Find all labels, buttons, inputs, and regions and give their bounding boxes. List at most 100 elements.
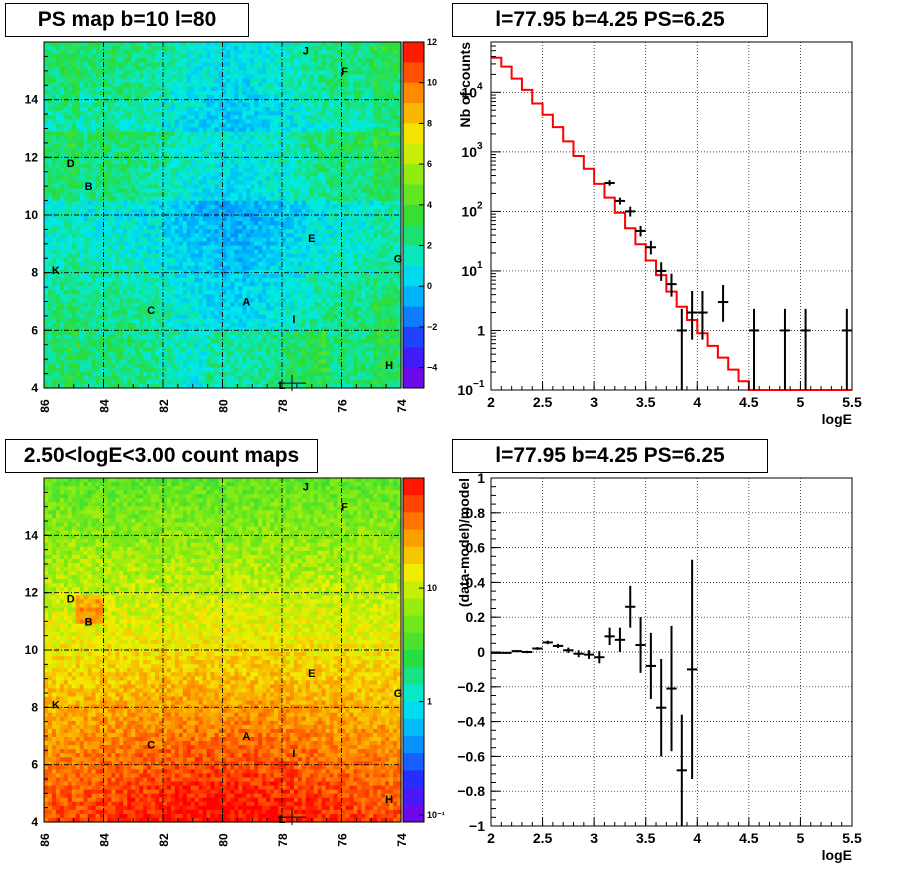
ps-map-source-label: E — [308, 233, 315, 245]
count-map-source-label: E — [308, 668, 315, 680]
ps-map-x-tick-label: 82 — [157, 399, 171, 413]
count-map-colorbar-cell — [403, 701, 424, 720]
count-map-x-tick-label: 78 — [276, 833, 290, 847]
ps-map-source-label: A — [242, 297, 250, 309]
count-map-y-tick-label: 12 — [25, 586, 39, 600]
ps-map-colorbar-label: 0 — [427, 281, 432, 291]
ps-map-y-tick-label: 14 — [25, 93, 39, 107]
ps-map-source-label: H — [385, 360, 393, 372]
spectrum-x-tick-label: 3 — [590, 394, 598, 410]
count-map-colorbar-cell — [403, 804, 424, 823]
count-map-source-label: C — [147, 740, 155, 752]
residual-x-tick-label: 3 — [590, 830, 598, 846]
count-map-colorbar-cell — [403, 736, 424, 754]
count-map-source-label: H — [385, 794, 393, 806]
count-map-colorbar-frame — [402, 477, 425, 823]
ps-map-colorbar-cell — [403, 347, 424, 369]
spectrum-x-tick-label: 4 — [693, 394, 701, 410]
count-map-y-tick-label: 10 — [25, 643, 39, 657]
count-map-x-tick-label: 80 — [217, 833, 231, 847]
count-map-x-tick-label: 74 — [395, 833, 409, 847]
spectrum-y-tick-label: 10 — [461, 144, 477, 160]
spectrum-frame — [490, 41, 853, 391]
count-map-x-tick-label: 76 — [336, 833, 350, 847]
spectrum-y-axis-label: Nb of counts — [457, 42, 473, 128]
ps-map-x-tick-label: 86 — [38, 399, 52, 413]
residual-y-tick-label: −0.6 — [457, 748, 485, 764]
residual-x-axis-label: logE — [822, 847, 852, 863]
spectrum-model-line — [491, 56, 852, 391]
count-map-x-tick-label: 82 — [157, 833, 171, 847]
count-map-colorbar-cell — [403, 529, 424, 548]
ps-map-colorbar-label: 2 — [427, 241, 432, 251]
residual-y-tick-label: 0.4 — [466, 574, 486, 590]
count-map-y-tick-label: 4 — [31, 815, 38, 829]
ps-map-colorbar-label: 6 — [427, 159, 432, 169]
count-map-source-label: I — [292, 748, 295, 760]
ps-map-colorbar-cell — [403, 204, 424, 226]
spectrum-y-tick-exponent: 4 — [477, 81, 483, 92]
residual-y-tick-label: −0.2 — [457, 679, 485, 695]
count-map-colorbar-cell — [403, 667, 424, 685]
residual-x-tick-label: 2 — [487, 830, 495, 846]
residual-x-tick-label: 2.5 — [533, 830, 553, 846]
count-map-colorbar-cell — [403, 615, 424, 634]
ps-map-colorbar-cell — [403, 42, 424, 63]
count-map-colorbar-cell — [403, 787, 424, 806]
residual-x-tick-label: 4.5 — [739, 830, 759, 846]
count-map-colorbar-cell — [403, 564, 424, 582]
count-map-source-label: F — [341, 502, 348, 514]
count-map-colorbar-cell — [403, 546, 424, 565]
residual-y-tick-label: 1 — [477, 470, 485, 486]
ps-map-colorbar-cell — [403, 103, 424, 124]
spectrum-y-tick-label: 1 — [477, 322, 485, 338]
ps-map-colorbar-label: 4 — [427, 200, 432, 210]
spectrum-y-tick-label: 10 — [461, 203, 477, 219]
spectrum-x-tick-label: 5 — [797, 394, 805, 410]
ps-map-source-label: I — [292, 314, 295, 326]
count-map-colorbar-cell — [403, 478, 424, 496]
count-map-colorbar-cell — [403, 632, 424, 651]
residual-title: l=77.95 b=4.25 PS=6.25 — [452, 439, 768, 473]
ps-map-x-tick-label: 76 — [336, 399, 350, 413]
count-map-colorbar-cell — [403, 684, 424, 703]
spectrum-y-tick-exponent: 3 — [477, 141, 483, 152]
residual-x-tick-label: 5.5 — [842, 830, 862, 846]
count-map-colorbar-cell — [403, 770, 424, 789]
ps-map-colorbar-cell — [403, 62, 424, 84]
ps-map-colorbar-cell — [403, 367, 424, 389]
ps-map-colorbar-cell — [403, 184, 424, 206]
ps-map-colorbar-cell — [403, 123, 424, 145]
spectrum-y-tick-label: 10 — [461, 263, 477, 279]
count-map-colorbar-label: 10 — [427, 583, 437, 593]
ps-map-source-label: F — [341, 66, 348, 78]
ps-map-colorbar-cell — [403, 265, 424, 287]
ps-map-source-label: L — [279, 380, 286, 392]
ps-map-x-tick-label: 84 — [98, 399, 112, 413]
spectrum-x-tick-label: 5.5 — [842, 394, 862, 410]
count-map-source-label: K — [52, 699, 60, 711]
residual-y-tick-label: 0.6 — [466, 540, 486, 556]
ps-map-pixels — [44, 42, 402, 389]
ps-map-source-label: D — [67, 158, 75, 170]
residual-y-tick-label: 0.2 — [466, 609, 486, 625]
ps-map-source-label: G — [394, 253, 403, 265]
ps-map-y-tick-label: 6 — [31, 323, 38, 337]
ps-map-colorbar-cell — [403, 306, 424, 328]
ps-map-colorbar-cell — [403, 326, 424, 348]
count-map-colorbar-cell — [403, 512, 424, 531]
ps-map-title: PS map b=10 l=80 — [5, 3, 249, 37]
spectrum-title: l=77.95 b=4.25 PS=6.25 — [452, 3, 768, 37]
residual-y-tick-label: −1 — [469, 818, 485, 834]
ps-map-colorbar-cell — [403, 143, 424, 165]
ps-map-colorbar-label: −4 — [427, 363, 437, 373]
count-map-source-label: B — [85, 616, 93, 628]
ps-map-colorbar-cell — [403, 245, 424, 267]
ps-map-colorbar-label: 8 — [427, 118, 432, 128]
ps-map-y-tick-label: 4 — [31, 381, 38, 395]
count-map-y-tick-label: 14 — [25, 528, 39, 542]
ps-map-source-label: K — [52, 265, 60, 277]
ps-map-x-tick-label: 78 — [276, 399, 290, 413]
count-map-y-tick-label: 6 — [31, 758, 38, 772]
